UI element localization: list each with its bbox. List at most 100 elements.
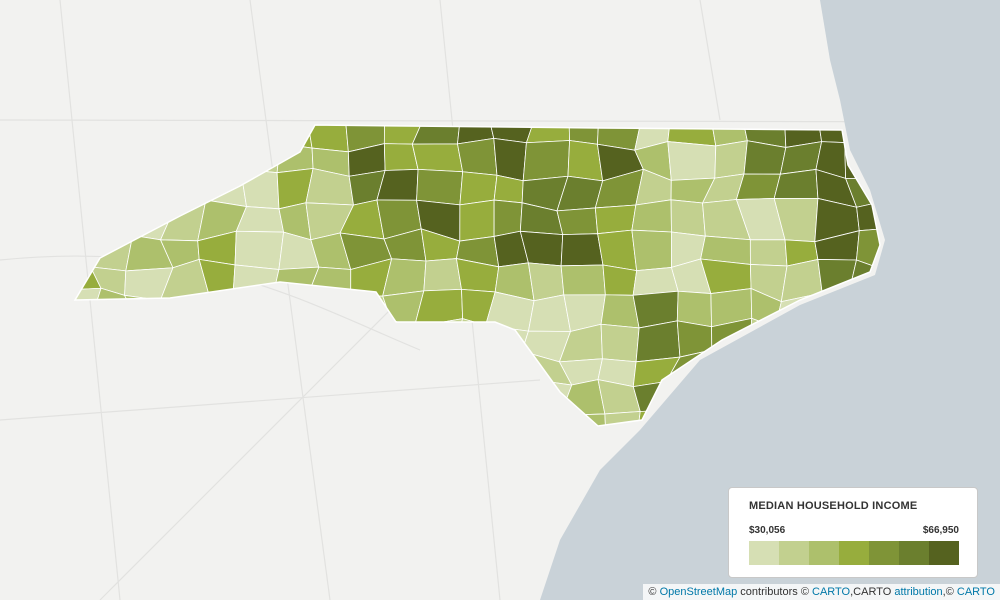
county[interactable]: [493, 379, 534, 421]
county[interactable]: [600, 294, 640, 329]
county[interactable]: [163, 324, 210, 361]
county[interactable]: [195, 320, 239, 358]
county[interactable]: [199, 419, 249, 449]
county[interactable]: [376, 380, 425, 415]
county[interactable]: [632, 266, 679, 296]
county[interactable]: [411, 143, 464, 173]
county[interactable]: [493, 199, 523, 237]
county[interactable]: [676, 320, 713, 358]
county[interactable]: [780, 258, 823, 303]
county[interactable]: [529, 415, 570, 450]
county[interactable]: [128, 173, 175, 211]
county[interactable]: [532, 379, 573, 421]
county[interactable]: [451, 318, 493, 362]
county[interactable]: [130, 382, 174, 421]
county[interactable]: [459, 199, 495, 242]
county[interactable]: [522, 140, 571, 182]
county[interactable]: [527, 262, 565, 302]
county[interactable]: [375, 408, 421, 448]
county[interactable]: [749, 239, 788, 267]
county[interactable]: [64, 380, 101, 415]
county[interactable]: [714, 140, 748, 179]
county[interactable]: [459, 171, 498, 206]
county[interactable]: [560, 264, 606, 296]
county[interactable]: [631, 199, 672, 233]
county[interactable]: [345, 381, 382, 420]
county[interactable]: [126, 414, 174, 448]
county[interactable]: [311, 358, 350, 390]
county[interactable]: [525, 115, 570, 144]
county[interactable]: [310, 417, 357, 449]
county[interactable]: [631, 229, 672, 272]
county[interactable]: [271, 299, 307, 333]
county[interactable]: [310, 384, 352, 420]
county[interactable]: [123, 294, 170, 326]
county[interactable]: [600, 323, 640, 363]
county[interactable]: [199, 145, 246, 182]
county[interactable]: [453, 410, 498, 452]
county[interactable]: [597, 229, 638, 272]
county[interactable]: [195, 355, 242, 389]
county[interactable]: [208, 289, 239, 332]
county[interactable]: [277, 114, 313, 149]
county[interactable]: [602, 264, 638, 296]
county[interactable]: [89, 234, 134, 272]
county[interactable]: [89, 322, 140, 359]
county[interactable]: [240, 143, 281, 174]
county[interactable]: [234, 230, 285, 270]
county[interactable]: [124, 110, 170, 148]
link[interactable]: OpenStreetMap: [659, 586, 738, 598]
county[interactable]: [87, 414, 141, 443]
county[interactable]: [306, 114, 349, 153]
county[interactable]: [276, 143, 314, 174]
county[interactable]: [54, 287, 102, 325]
county[interactable]: [167, 381, 201, 421]
county[interactable]: [166, 109, 203, 151]
county[interactable]: [417, 410, 462, 448]
county[interactable]: [457, 137, 498, 176]
link[interactable]: CARTO: [956, 586, 995, 598]
county[interactable]: [52, 110, 104, 151]
county[interactable]: [421, 357, 454, 385]
county[interactable]: [773, 169, 819, 199]
county[interactable]: [348, 319, 392, 361]
county[interactable]: [232, 320, 281, 358]
county[interactable]: [493, 416, 534, 452]
county[interactable]: [199, 109, 246, 151]
county[interactable]: [667, 114, 717, 147]
county[interactable]: [735, 173, 781, 200]
county[interactable]: [413, 318, 464, 363]
county[interactable]: [171, 419, 210, 449]
county[interactable]: [351, 408, 386, 449]
county[interactable]: [304, 296, 354, 330]
county[interactable]: [423, 258, 462, 292]
county[interactable]: [670, 199, 706, 237]
county[interactable]: [129, 146, 168, 183]
link[interactable]: attribution: [894, 586, 943, 598]
county[interactable]: [232, 289, 281, 333]
county[interactable]: [232, 352, 278, 386]
county[interactable]: [594, 204, 637, 235]
county[interactable]: [527, 294, 571, 332]
county[interactable]: [485, 324, 529, 362]
county[interactable]: [232, 264, 280, 301]
county[interactable]: [667, 141, 717, 181]
county[interactable]: [272, 352, 319, 390]
county[interactable]: [159, 294, 210, 332]
county[interactable]: [53, 237, 102, 268]
county[interactable]: [54, 318, 105, 354]
county[interactable]: [452, 383, 498, 418]
county[interactable]: [272, 382, 313, 419]
county[interactable]: [376, 355, 425, 383]
county[interactable]: [568, 109, 600, 145]
county[interactable]: [99, 114, 134, 148]
county[interactable]: [164, 146, 212, 182]
county[interactable]: [52, 168, 96, 207]
county[interactable]: [55, 201, 102, 239]
county[interactable]: [126, 322, 170, 361]
county[interactable]: [126, 357, 169, 386]
county[interactable]: [416, 168, 464, 206]
county[interactable]: [64, 413, 101, 442]
county[interactable]: [560, 233, 604, 267]
county[interactable]: [556, 207, 599, 236]
